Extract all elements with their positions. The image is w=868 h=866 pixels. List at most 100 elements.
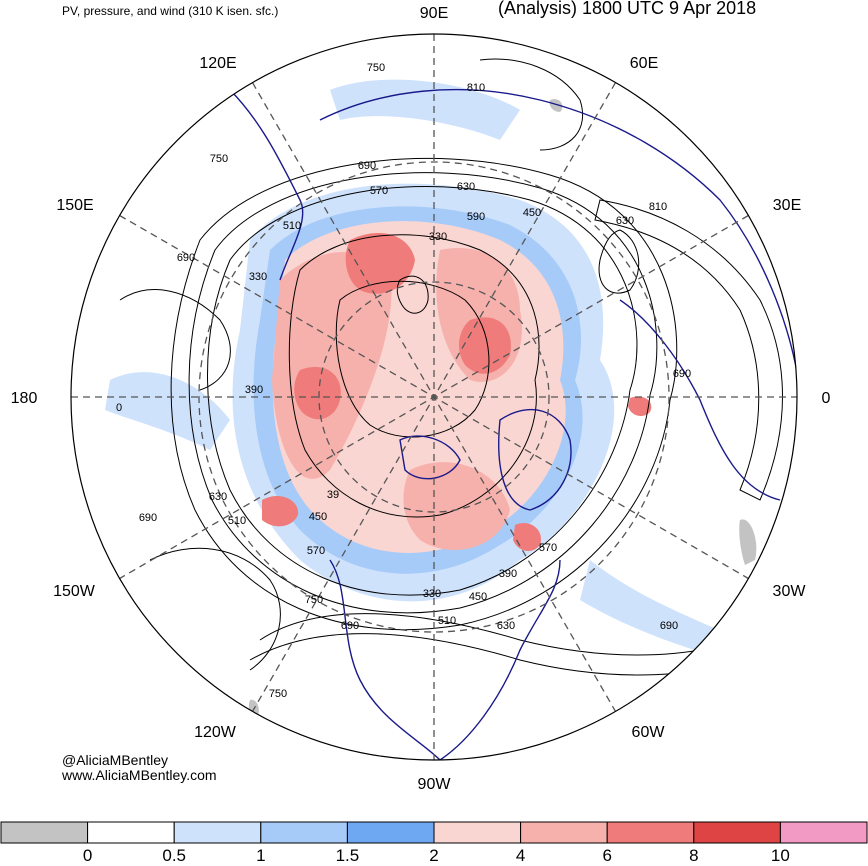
lon-label-60w: 60W [632,724,666,741]
contour-label: 510 [228,515,246,527]
pressure-contour [594,199,783,501]
map-title: (Analysis) 1800 UTC 9 Apr 2018 [498,0,757,18]
contour-label: 690 [358,160,376,172]
coastline-eurasia [319,88,797,391]
colorbar-bin [606,821,695,844]
contour-label: 630 [209,491,227,503]
pressure-contour [288,234,540,518]
contour-label: 570 [539,542,557,554]
longitude-labels: 90E 120E 60E 150E 30E 180 0 150W 30W 120… [11,5,831,793]
lon-label-60e: 60E [630,55,658,72]
contour-label: 450 [309,511,327,523]
contour-label: 690 [660,620,678,632]
contour-label: 330 [249,271,267,283]
lon-label-120e: 120E [199,55,236,72]
lon-label-90e: 90E [420,5,448,22]
contour-label: 810 [649,201,667,213]
map-subtitle: PV, pressure, and wind (310 K isen. sfc.… [62,4,279,18]
contour-label: 330 [423,588,441,600]
pressure-contour [188,172,658,614]
colorbar-bin [173,821,262,844]
contour-label: 690 [673,368,691,380]
lon-label-180: 180 [11,390,38,407]
contour-label: 630 [497,620,515,632]
pv-shading-layer [105,79,757,720]
pv-shade-8pvu-f [513,522,541,552]
colorbar-bin [520,821,608,844]
coastline-east-asia [229,89,304,281]
pressure-contour [259,613,741,656]
contour-label: 630 [616,215,634,227]
lon-label-150e: 150E [56,197,93,214]
colorbar-bin [0,821,89,844]
pv-shade-8pvu-a [345,232,415,294]
pv-shade-8pvu-c [294,366,341,420]
colorbar-tick-label: 10 [770,846,790,865]
pv-shade-0pvu-patch-a [739,519,757,565]
contour-label: 450 [469,591,487,603]
contour-label: 690 [177,252,195,264]
pv-shade-0pvu-patch-c [549,99,563,112]
pressure-contour [170,157,678,631]
pressure-contour [207,186,638,596]
coastline-greenland [498,409,572,511]
pressure-contour [396,275,429,314]
colorbar-bin [87,821,175,844]
lon-label-90w: 90W [418,776,452,793]
colorbar-bin [433,821,522,844]
lon-label-30w: 30W [773,583,807,600]
colorbar-tick-label: 6 [602,846,612,865]
contour-label: 630 [457,181,475,193]
contour-label: 510 [438,615,456,627]
contour-label: 390 [499,568,517,580]
credit-website[interactable]: www.AliciaMBentley.com [62,767,217,783]
pressure-contour [149,547,281,671]
meridian-30e-150w [119,214,749,580]
contour-label: 450 [523,207,541,219]
contour-label: 0 [116,402,122,414]
pv-shade-1pvu-atlantic [580,560,740,660]
contour-label: 750 [305,594,323,606]
lon-label-120w: 120W [194,724,237,741]
map-boundary-circle [70,33,798,761]
contour-label: 570 [307,545,325,557]
colorbar-tick-label: 2 [429,846,439,865]
colorbar-bin [779,821,868,844]
pv-shade-8pvu-e [628,396,652,417]
colorbar [0,821,868,844]
colorbar-bin [260,821,348,844]
coastlines-layer [229,88,797,760]
coastline-arctic-islands [399,435,461,480]
contour-value-labels: 750 810 750 690 570 630 590 450 630 810 … [116,62,691,700]
contour-label: 570 [370,185,388,197]
pv-shade-1pvu-pacific [105,372,230,450]
coastline-north-america [329,559,561,760]
contour-label: 690 [341,620,359,632]
contour-label: 590 [467,211,485,223]
colorbar-tick-label: 4 [515,846,526,865]
contour-label: 330 [429,231,447,243]
contour-label: 510 [283,220,301,232]
pv-shade-6pvu-south [403,462,510,550]
colorbar-tick-label: 0 [82,846,93,865]
colorbar-tick-label: 8 [689,846,699,865]
latitude-circle-high [318,281,550,513]
lon-label-150w: 150W [53,583,96,600]
colorbar-bin [346,821,435,844]
contour-label: 810 [467,82,485,94]
lon-label-0: 0 [822,390,831,407]
pv-shade-1pvu-north [330,79,520,140]
lon-label-30e: 30E [773,197,801,214]
colorbar-bin [693,821,781,844]
pv-shade-8pvu-d [262,495,299,527]
coastline-europe [619,299,781,501]
pressure-contour [479,58,584,151]
latitude-circle-mid [198,161,670,633]
colorbar-tick-label: 1.5 [335,846,360,865]
graticule [71,34,797,760]
pressure-contour [335,280,490,438]
pv-shade-6pvu-west [272,251,392,479]
contour-label: 39 [327,489,339,501]
colorbar-tick-label: 1 [256,846,266,865]
contour-label: 390 [245,384,263,396]
